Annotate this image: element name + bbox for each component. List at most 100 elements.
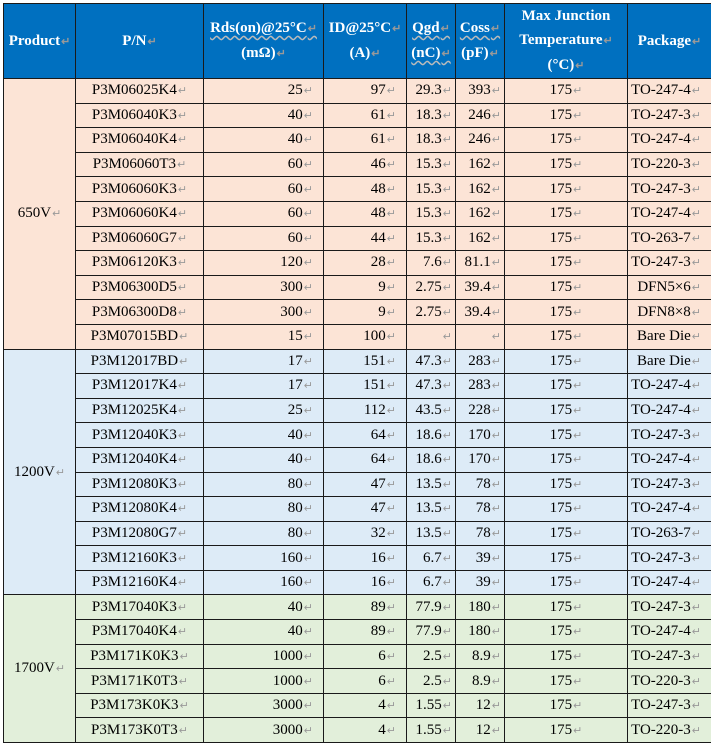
part-number-cell: P3M173K0T3 (75, 717, 204, 743)
coss-cell: 180 (455, 619, 505, 645)
max-tj-cell: 175 (504, 619, 628, 645)
table-row: P3M12160K4160166.739175TO-247-4 (4, 569, 711, 596)
package-cell: TO-247-3 (627, 102, 711, 129)
coss-cell: 39.4 (455, 299, 505, 325)
rds-on-cell: 160 (203, 545, 324, 571)
table-row: P3M06300D530092.7539.4175DFN5×6 (4, 274, 711, 301)
max-tj-cell: 175 (504, 594, 628, 621)
coss-cell: 8.9 (455, 643, 505, 670)
table-row: 650VP3M06025K4259729.3393175TO-247-4 (3, 78, 711, 350)
rds-on-cell: 80 (203, 496, 324, 522)
rds-on-cell: 60 (203, 176, 324, 202)
table-row: P3M07015BD15100 175Bare Die (4, 323, 711, 350)
qgd-cell: 47.3 (406, 348, 456, 375)
coss-cell: 246 (455, 102, 505, 129)
rds-on-cell: 80 (203, 520, 324, 547)
max-tj-cell: 175 (504, 692, 628, 719)
table-row: P3M06060K3604815.3162175TO-247-3 (4, 176, 711, 202)
table-row: P3M12160K3160166.739175TO-247-3 (4, 545, 711, 571)
coss-cell: 8.9 (455, 668, 505, 694)
id-cell: 151 (323, 348, 407, 375)
package-cell: TO-247-4 (627, 200, 711, 227)
max-tj-cell: 175 (504, 717, 628, 743)
part-number-cell: P3M12080K3 (75, 471, 204, 498)
table-row: P3M12025K42511243.5228175TO-247-4 (4, 397, 711, 424)
product-group-cell: 650V (3, 78, 76, 350)
id-cell: 16 (323, 545, 407, 571)
max-tj-cell: 175 (504, 496, 628, 522)
id-cell: 97 (323, 78, 407, 104)
coss-cell: 39 (455, 569, 505, 596)
part-number-cell: P3M06060G7 (75, 225, 204, 252)
table-row: P3M06120K3120287.681.1175TO-247-3 (4, 250, 711, 276)
qgd-cell: 18.3 (406, 127, 456, 153)
product-group-cell: 1200V (3, 348, 76, 596)
qgd-cell: 2.75 (406, 299, 456, 325)
qgd-cell: 77.9 (406, 594, 456, 621)
qgd-cell: 2.75 (406, 274, 456, 301)
part-number-cell: P3M17040K4 (75, 619, 204, 645)
header-pn: P/N (75, 3, 204, 79)
id-cell: 100 (323, 323, 407, 350)
table-row: 1200VP3M12017BD1715147.3283175Bare Die (3, 348, 711, 596)
rds-on-cell: 60 (203, 151, 324, 178)
package-cell: TO-247-4 (627, 78, 711, 104)
qgd-cell: 18.6 (406, 422, 456, 448)
id-cell: 47 (323, 471, 407, 498)
id-cell: 16 (323, 569, 407, 596)
id-cell: 89 (323, 594, 407, 621)
max-tj-cell: 175 (504, 373, 628, 399)
coss-cell: 78 (455, 471, 505, 498)
table-row: P3M12080K4804713.578175TO-247-4 (4, 496, 711, 522)
table-row: P3M173K0T3300041.5512175TO-220-3 (4, 717, 711, 743)
part-number-cell: P3M06040K3 (75, 102, 204, 129)
max-tj-cell: 175 (504, 299, 628, 325)
qgd-cell: 77.9 (406, 619, 456, 645)
table-row: P3M06060T3604615.3162175TO-220-3 (4, 151, 711, 178)
header-package: Package (627, 3, 711, 79)
product-group-cell: 1700V (3, 594, 76, 743)
qgd-cell: 15.3 (406, 176, 456, 202)
rds-on-cell: 60 (203, 225, 324, 252)
qgd-cell: 15.3 (406, 200, 456, 227)
part-number-cell: P3M06120K3 (75, 250, 204, 276)
table-row: P3M171K0K3100062.58.9175TO-247-3 (4, 643, 711, 670)
id-cell: 9 (323, 299, 407, 325)
max-tj-cell: 175 (504, 520, 628, 547)
part-number-cell: P3M12025K4 (75, 397, 204, 424)
coss-cell: 162 (455, 176, 505, 202)
table-row: P3M06060K4604815.3162175TO-247-4 (4, 200, 711, 227)
max-tj-cell: 175 (504, 102, 628, 129)
qgd-cell: 6.7 (406, 545, 456, 571)
package-cell: TO-247-3 (627, 594, 711, 621)
mosfet-spec-table: Product P/N Rds(on)@25°C(mΩ) ID@25°C(A) … (3, 3, 711, 743)
header-rds: Rds(on)@25°C(mΩ) (203, 3, 324, 79)
id-cell: 44 (323, 225, 407, 252)
rds-on-cell: 300 (203, 299, 324, 325)
part-number-cell: P3M06040K4 (75, 127, 204, 153)
package-cell: TO-247-4 (627, 569, 711, 596)
coss-cell: 228 (455, 397, 505, 424)
package-cell: DFN8×8 (627, 299, 711, 325)
id-cell: 48 (323, 176, 407, 202)
qgd-cell: 18.6 (406, 446, 456, 473)
part-number-cell: P3M07015BD (75, 323, 204, 350)
rds-on-cell: 17 (203, 373, 324, 399)
package-cell: TO-247-4 (627, 373, 711, 399)
table-row: P3M12040K4406418.6170175TO-247-4 (4, 446, 711, 473)
qgd-cell: 2.5 (406, 643, 456, 670)
table-row: P3M12080G7803213.578175TO-263-7 (4, 520, 711, 547)
rds-on-cell: 25 (203, 397, 324, 424)
qgd-cell (406, 323, 456, 350)
package-cell: TO-247-3 (627, 545, 711, 571)
coss-cell (455, 323, 505, 350)
coss-cell: 170 (455, 446, 505, 473)
rds-on-cell: 300 (203, 274, 324, 301)
package-cell: TO-263-7 (627, 520, 711, 547)
id-cell: 61 (323, 102, 407, 129)
id-cell: 46 (323, 151, 407, 178)
qgd-cell: 6.7 (406, 569, 456, 596)
id-cell: 61 (323, 127, 407, 153)
table-row: P3M17040K4408977.9180175TO-247-4 (4, 619, 711, 645)
